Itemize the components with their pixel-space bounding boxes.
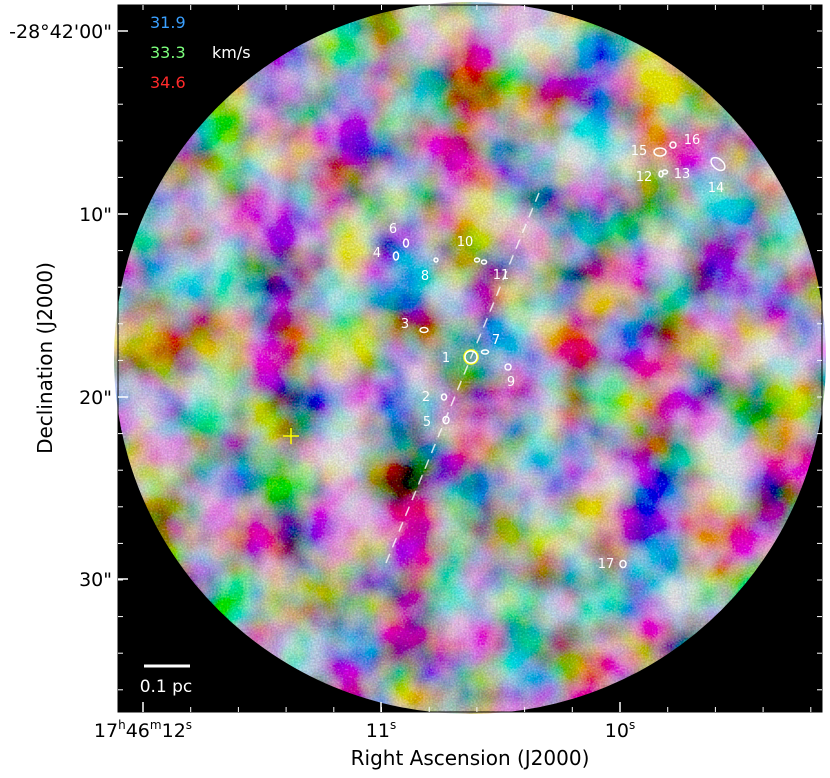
unit-superscript: s: [390, 718, 396, 732]
source-ellipse: [661, 169, 669, 175]
y-tick-label: -28°42'00": [9, 21, 112, 43]
source-label: 2: [422, 390, 430, 405]
legend-unit: km/s: [212, 43, 251, 62]
y-tick-label: 10": [79, 204, 112, 226]
source-label: 16: [684, 133, 701, 148]
tick-number: 12: [162, 720, 186, 742]
source-label: 4: [373, 246, 381, 261]
cross-marker: [283, 428, 299, 444]
source-ellipse: [433, 257, 439, 263]
source-ellipse: [419, 326, 429, 334]
source-ellipse: [653, 147, 667, 157]
frame: [117, 4, 823, 713]
source-label: 9: [507, 375, 515, 390]
source-label: 8: [421, 269, 429, 284]
source-label: 6: [389, 222, 397, 237]
source-label: 12: [636, 170, 653, 185]
circle-marker: [463, 349, 479, 365]
source-ellipse: [669, 141, 677, 149]
unit-superscript: s: [186, 718, 192, 732]
legend-velocity: 31.9: [150, 13, 186, 32]
source-label: 5: [423, 415, 431, 430]
source-label: 11: [493, 268, 510, 283]
tick-number: 17: [94, 720, 118, 742]
source-ellipse: [710, 156, 726, 172]
source-ellipse: [504, 363, 512, 371]
source-ellipse: [464, 350, 478, 364]
source-ellipse: [480, 259, 488, 265]
unit-superscript: m: [150, 718, 162, 732]
x-tick-label: 10s: [605, 718, 635, 742]
y-tick-label: 20": [79, 387, 112, 409]
y-axis-title: Declination (J2000): [33, 262, 57, 454]
legend-velocity: 33.3: [150, 43, 186, 62]
x-axis-title: Right Ascension (J2000): [351, 746, 590, 770]
source-ellipse: [619, 559, 627, 569]
unit-superscript: h: [118, 718, 126, 732]
tick-number: 10: [605, 720, 629, 742]
source-label: 3: [401, 317, 409, 332]
x-tick-label: 11s: [366, 718, 396, 742]
tick-number: 46: [126, 720, 150, 742]
tick-number: 11: [366, 720, 390, 742]
unit-superscript: s: [629, 718, 635, 732]
source-label: 1: [442, 351, 450, 366]
source-ellipse: [473, 257, 481, 263]
source-label: 14: [708, 181, 725, 196]
source-ellipse: [442, 415, 450, 425]
source-ellipse: [440, 393, 448, 401]
x-tick-label: 17h46m12s: [94, 718, 192, 742]
source-ellipse: [402, 238, 410, 248]
source-label: 15: [631, 144, 648, 159]
source-label: 17: [598, 557, 615, 572]
source-label: 7: [492, 333, 500, 348]
legend-velocity: 34.6: [150, 73, 186, 92]
source-label: 10: [457, 235, 474, 250]
scale-bar-label: 0.1 pc: [140, 677, 193, 697]
y-tick-label: 30": [79, 569, 112, 591]
source-ellipse: [392, 251, 400, 261]
source-label: 13: [674, 167, 691, 182]
source-ellipse: [480, 349, 490, 355]
